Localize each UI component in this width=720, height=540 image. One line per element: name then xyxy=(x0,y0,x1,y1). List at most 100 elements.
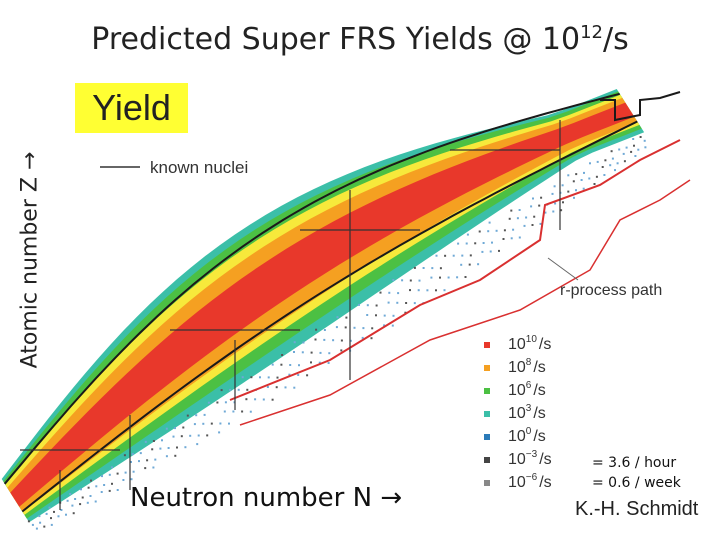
yield-dot xyxy=(266,386,269,388)
yield-dot xyxy=(540,196,543,199)
yield-dot xyxy=(465,242,468,245)
yield-dot xyxy=(488,221,491,224)
yield-dot xyxy=(644,146,647,149)
yield-dot xyxy=(469,254,472,257)
legend-swatch xyxy=(484,434,490,440)
yield-dot xyxy=(50,517,52,520)
yield-dot xyxy=(259,376,261,379)
yield-dot xyxy=(306,374,309,377)
yield-dot xyxy=(271,363,274,366)
rate-note-hour: = 3.6 / hour xyxy=(592,455,677,471)
yield-dot xyxy=(241,376,244,379)
yield-dot xyxy=(474,242,477,245)
yield-dot xyxy=(582,187,585,190)
yield-dot xyxy=(302,341,305,344)
legend-swatch xyxy=(484,411,490,417)
yield-dot xyxy=(245,398,248,401)
yield-dot xyxy=(43,525,46,528)
yield-dot xyxy=(139,452,142,455)
yield-dot xyxy=(167,447,170,449)
yield-dot xyxy=(284,386,287,389)
yield-dot xyxy=(604,159,607,162)
r-process-path xyxy=(229,91,691,426)
yield-dot xyxy=(146,459,149,462)
yield-dot xyxy=(567,174,570,177)
yield-dot xyxy=(539,222,542,225)
yield-dot xyxy=(413,302,416,305)
yield-dot xyxy=(409,289,411,292)
yield-dot xyxy=(189,434,192,437)
yield-dot xyxy=(601,166,604,168)
yield-dot xyxy=(124,471,127,474)
y-axis-label: Atomic number Z → xyxy=(17,151,43,369)
yield-dot xyxy=(478,230,481,233)
yield-dot xyxy=(495,229,498,232)
chart-title: Predicted Super FRS Yields @ 1012/s xyxy=(91,22,629,57)
yield-dot xyxy=(361,336,364,339)
yield-dot xyxy=(387,301,390,304)
yield-dot xyxy=(477,263,480,266)
yield-dot xyxy=(216,401,219,404)
yield-dot xyxy=(27,520,30,523)
yield-dot xyxy=(318,361,321,364)
yield-dot xyxy=(172,435,175,438)
yield-dot xyxy=(531,224,534,226)
legend-swatch xyxy=(484,388,490,394)
yield-dot xyxy=(241,410,244,413)
yield-dot xyxy=(254,398,257,401)
yield-dot xyxy=(533,215,536,218)
legend-label: 10−3/s xyxy=(508,449,552,468)
yield-dot xyxy=(152,440,155,442)
yield-dot xyxy=(622,152,625,155)
yield-dot xyxy=(392,279,395,281)
yield-dot xyxy=(447,276,450,279)
yield-dot xyxy=(57,515,60,518)
yield-dot xyxy=(314,338,317,341)
yield-dot xyxy=(614,169,616,172)
yield-dot xyxy=(508,217,511,220)
yield-dot xyxy=(538,204,541,207)
yield-dot xyxy=(246,388,249,391)
yield-dot xyxy=(237,388,240,391)
yield-dot xyxy=(362,327,365,330)
yield-dot xyxy=(154,458,157,461)
yield-dot xyxy=(611,157,614,160)
yield-dot xyxy=(439,276,441,279)
yield-dot xyxy=(197,434,200,437)
yield-dot xyxy=(439,267,442,270)
yield-dot xyxy=(95,485,98,488)
yield-dot xyxy=(435,254,438,257)
yield-dot xyxy=(130,478,133,481)
yield-dot xyxy=(452,254,455,257)
yield-dot xyxy=(195,414,198,417)
yield-dot xyxy=(383,314,386,317)
yield-dot xyxy=(630,150,633,153)
yield-dot xyxy=(544,211,547,214)
yield-dot xyxy=(573,196,575,199)
yield-dot xyxy=(39,521,42,524)
yield-dot xyxy=(262,398,265,401)
yield-dot xyxy=(580,179,583,181)
yield-dot xyxy=(353,326,356,329)
yield-dot xyxy=(193,423,196,426)
author-credit: K.-H. Schmidt xyxy=(575,498,699,520)
yield-dot xyxy=(532,197,534,200)
yield-dot xyxy=(589,162,591,165)
yield-dot xyxy=(210,422,213,425)
yield-dot xyxy=(130,461,132,463)
legend-label: 103/s xyxy=(508,403,546,422)
legend-swatch xyxy=(484,365,490,371)
yield-dot xyxy=(110,466,113,469)
yield-dot xyxy=(523,224,526,227)
yield-dot xyxy=(116,472,119,475)
yield-dot xyxy=(74,498,77,500)
yield-dot xyxy=(271,398,274,401)
yield-dot xyxy=(151,448,154,451)
known-nuclei-neutron-edge xyxy=(21,120,638,513)
yield-dot xyxy=(108,473,111,476)
yield-dot xyxy=(315,328,318,331)
yield-dot xyxy=(588,177,591,180)
yield-dot xyxy=(370,337,373,340)
yield-dot xyxy=(81,496,84,499)
